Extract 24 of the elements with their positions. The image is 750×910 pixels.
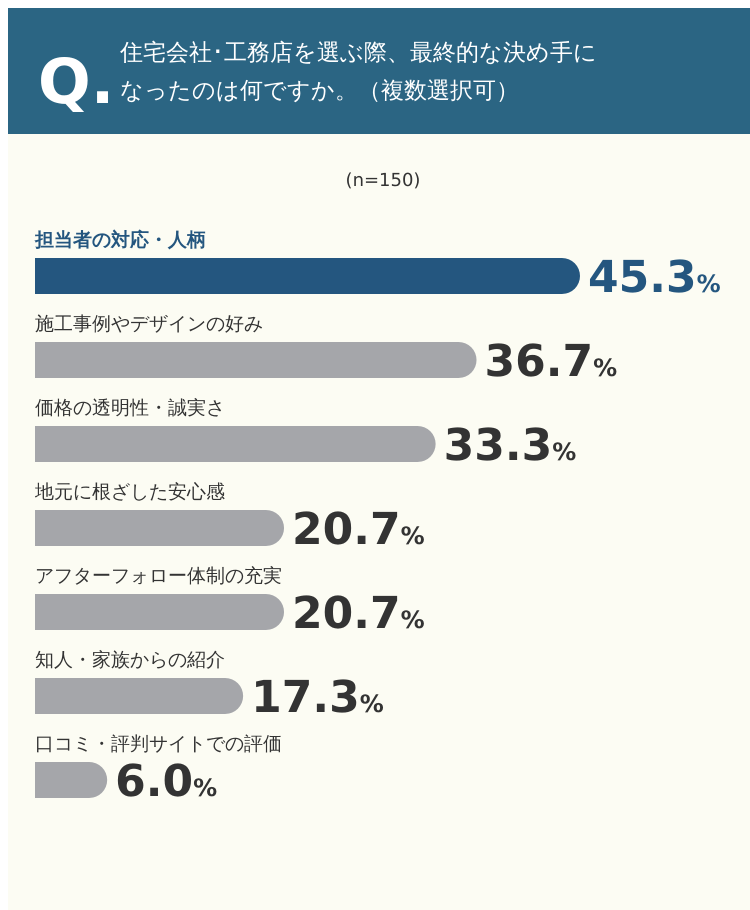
bar [35,510,284,546]
bar [35,258,580,294]
chart-subtitle: (n=150) [346,170,420,191]
y-tick-label: 地元に根ざした安心感 [34,481,225,503]
data-label: 33.3% [444,420,576,471]
y-tick-label: 担当者の対応・人柄 [34,229,206,251]
bar [35,762,108,798]
data-label: 20.7% [292,504,425,555]
bar [35,678,244,714]
y-tick-label: 施工事例やデザインの好み [35,313,263,335]
y-tick-label: 知人・家族からの紹介 [35,649,225,671]
bar [35,594,284,630]
text: Q. [38,45,114,118]
data-label: 36.7% [484,336,618,387]
data-label: 17.3% [251,672,384,723]
y-tick-label: アフターフォロー体制の充実 [35,565,282,587]
y-tick-label: 価格の透明性・誠実さ [35,397,225,419]
bar [35,342,476,378]
y-tick-label: 口コミ・評判サイトでの評価 [35,733,282,755]
data-label: 6.0% [115,756,218,807]
bar [35,426,436,462]
chart-title: 住宅会社･工務店を選ぶ際、最終的な決め手になったのは何ですか。（複数選択可） [119,40,597,104]
data-label: 20.7% [292,588,425,639]
data-label: 45.3% [588,252,721,303]
